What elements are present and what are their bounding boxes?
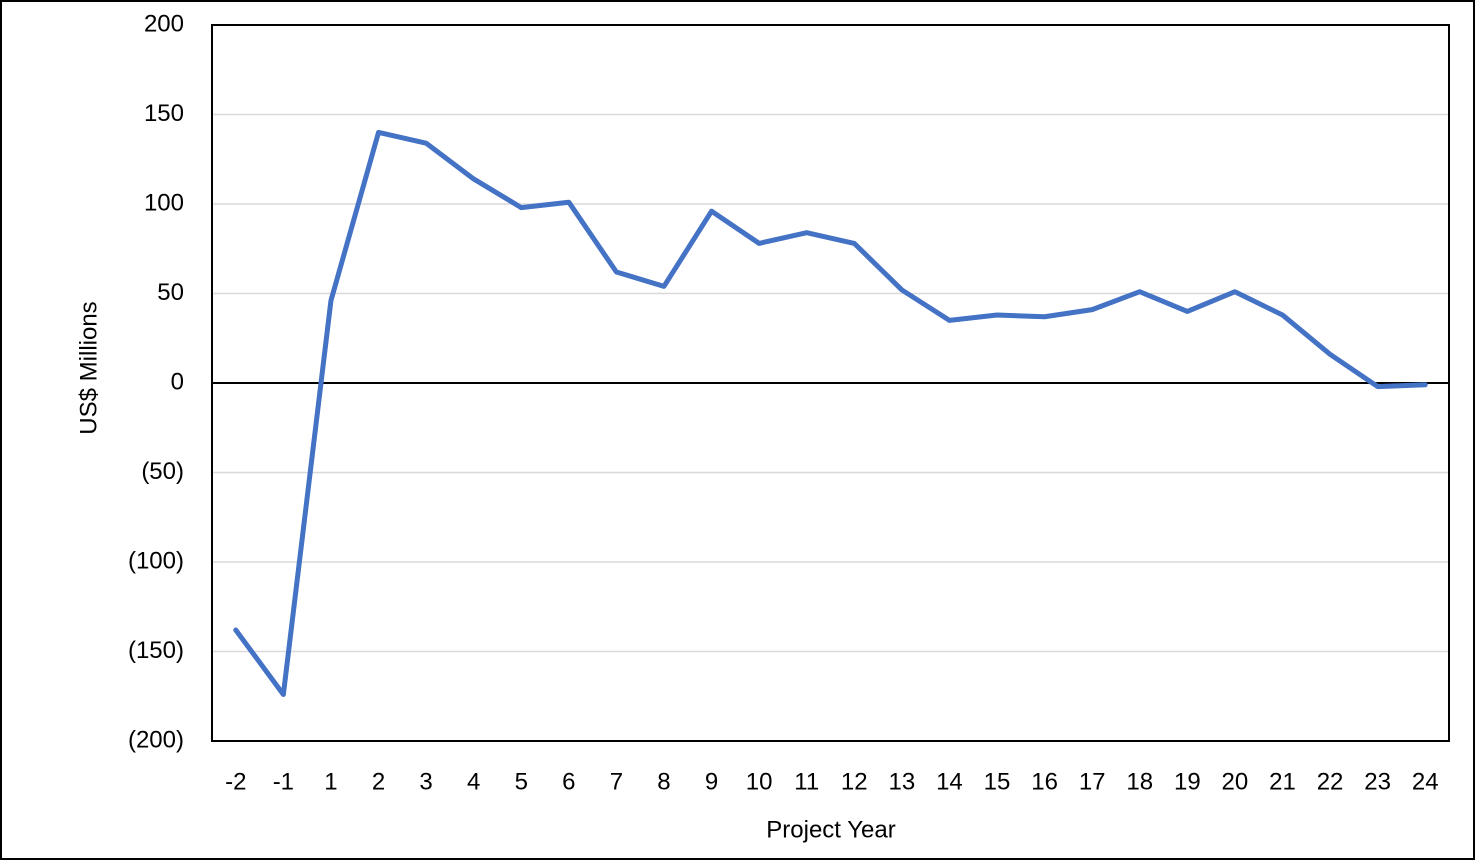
y-tick-label: 50 — [157, 279, 184, 306]
x-tick-label: 23 — [1364, 768, 1391, 795]
x-tick-label: 16 — [1031, 768, 1058, 795]
y-tick-label: (150) — [128, 637, 184, 664]
x-tick-label: 8 — [657, 768, 670, 795]
y-tick-label: (200) — [128, 726, 184, 753]
x-tick-label: 3 — [419, 768, 432, 795]
x-tick-label: -2 — [225, 768, 246, 795]
y-tick-label: 200 — [144, 10, 184, 37]
x-tick-label: 2 — [372, 768, 385, 795]
x-tick-label: 13 — [889, 768, 916, 795]
x-tick-label: 11 — [794, 768, 819, 795]
x-tick-label: 1 — [324, 768, 337, 795]
x-tick-label: 12 — [841, 768, 868, 795]
x-tick-label: -1 — [273, 768, 294, 795]
line-series — [233, 129, 1428, 697]
y-tick-label: 0 — [171, 368, 184, 395]
x-axis-label: Project Year — [766, 816, 895, 843]
x-tick-label: 18 — [1126, 768, 1153, 795]
x-tick-label: 24 — [1412, 768, 1439, 795]
x-tick-label: 20 — [1222, 768, 1249, 795]
x-tick-label: 10 — [746, 768, 773, 795]
y-tick-label: (50) — [141, 458, 184, 485]
x-tick-label: 22 — [1317, 768, 1344, 795]
x-tick-label: 9 — [705, 768, 718, 795]
plot-border — [211, 24, 1450, 742]
y-axis-label: US$ Millions — [75, 301, 102, 434]
x-tick-label: 5 — [515, 768, 528, 795]
x-tick-label: 4 — [467, 768, 480, 795]
y-tick-label: 150 — [144, 100, 184, 127]
x-tick-label: 6 — [562, 768, 575, 795]
y-tick-label: 100 — [144, 189, 184, 216]
x-tick-label: 21 — [1269, 768, 1296, 795]
x-tick-label: 7 — [610, 768, 623, 795]
x-tick-label: 14 — [936, 768, 963, 795]
x-tick-label: 19 — [1174, 768, 1201, 795]
y-tick-label: (100) — [128, 547, 184, 574]
x-tick-label: 17 — [1079, 768, 1106, 795]
x-tick-label: 15 — [984, 768, 1011, 795]
